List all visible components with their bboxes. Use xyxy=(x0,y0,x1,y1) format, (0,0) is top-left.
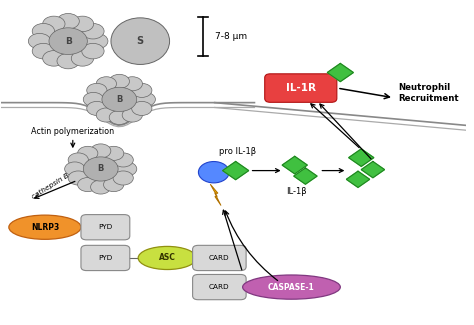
Polygon shape xyxy=(210,184,221,205)
Text: pro IL-1β: pro IL-1β xyxy=(219,147,256,156)
Polygon shape xyxy=(328,63,353,82)
Text: CARD: CARD xyxy=(209,255,230,261)
Circle shape xyxy=(43,16,65,32)
Text: CASPASE-1: CASPASE-1 xyxy=(268,283,315,292)
Polygon shape xyxy=(294,168,317,184)
Circle shape xyxy=(78,146,98,160)
FancyBboxPatch shape xyxy=(81,214,130,240)
Text: PYD: PYD xyxy=(98,255,112,261)
Circle shape xyxy=(86,33,108,49)
Circle shape xyxy=(57,53,79,69)
Circle shape xyxy=(122,77,142,91)
FancyBboxPatch shape xyxy=(264,74,337,102)
Circle shape xyxy=(113,171,133,185)
Text: NLRP3: NLRP3 xyxy=(31,223,59,232)
Polygon shape xyxy=(346,171,370,188)
FancyBboxPatch shape xyxy=(192,275,246,300)
Circle shape xyxy=(91,144,111,158)
Polygon shape xyxy=(223,162,249,180)
Text: cathepsin B: cathepsin B xyxy=(31,172,71,200)
Circle shape xyxy=(71,16,94,32)
Circle shape xyxy=(102,87,137,111)
Circle shape xyxy=(68,153,88,167)
Text: Actin polymerization: Actin polymerization xyxy=(31,127,114,136)
Polygon shape xyxy=(282,156,307,174)
Text: B: B xyxy=(116,95,122,104)
Circle shape xyxy=(82,43,104,59)
Circle shape xyxy=(64,162,85,176)
Ellipse shape xyxy=(243,275,340,299)
Circle shape xyxy=(96,108,117,122)
Circle shape xyxy=(43,51,65,66)
Polygon shape xyxy=(349,149,374,166)
Text: B: B xyxy=(98,164,104,174)
Circle shape xyxy=(122,108,142,122)
Circle shape xyxy=(104,146,124,160)
Circle shape xyxy=(68,171,88,185)
Circle shape xyxy=(57,13,79,29)
Text: Neutrophil
Recruitment: Neutrophil Recruitment xyxy=(399,83,459,103)
FancyBboxPatch shape xyxy=(81,245,130,271)
Circle shape xyxy=(109,111,129,124)
Text: PYD: PYD xyxy=(98,224,112,230)
Circle shape xyxy=(82,23,104,39)
Text: CARD: CARD xyxy=(209,284,230,290)
Circle shape xyxy=(117,162,137,176)
Circle shape xyxy=(49,28,87,55)
Text: 7-8 µm: 7-8 µm xyxy=(215,32,247,41)
Text: S: S xyxy=(137,36,144,46)
Circle shape xyxy=(28,33,51,49)
Circle shape xyxy=(87,83,107,98)
Ellipse shape xyxy=(9,215,81,239)
Circle shape xyxy=(83,92,103,107)
Circle shape xyxy=(91,180,111,194)
Circle shape xyxy=(83,157,118,181)
Circle shape xyxy=(113,153,133,167)
Ellipse shape xyxy=(111,18,170,64)
Ellipse shape xyxy=(138,246,196,269)
Text: B: B xyxy=(65,37,72,46)
Circle shape xyxy=(71,51,94,66)
Text: IL-1β: IL-1β xyxy=(286,187,307,196)
Circle shape xyxy=(132,83,152,98)
FancyBboxPatch shape xyxy=(192,245,246,271)
Circle shape xyxy=(135,92,155,107)
Circle shape xyxy=(132,101,152,115)
Circle shape xyxy=(109,74,129,88)
Circle shape xyxy=(104,177,124,192)
Circle shape xyxy=(87,101,107,115)
Circle shape xyxy=(96,77,117,91)
Circle shape xyxy=(199,162,229,183)
Circle shape xyxy=(78,177,98,192)
Text: ASC: ASC xyxy=(159,254,176,263)
Text: IL-1R: IL-1R xyxy=(286,83,316,93)
Circle shape xyxy=(32,43,55,59)
Polygon shape xyxy=(361,162,384,178)
Circle shape xyxy=(32,23,55,39)
